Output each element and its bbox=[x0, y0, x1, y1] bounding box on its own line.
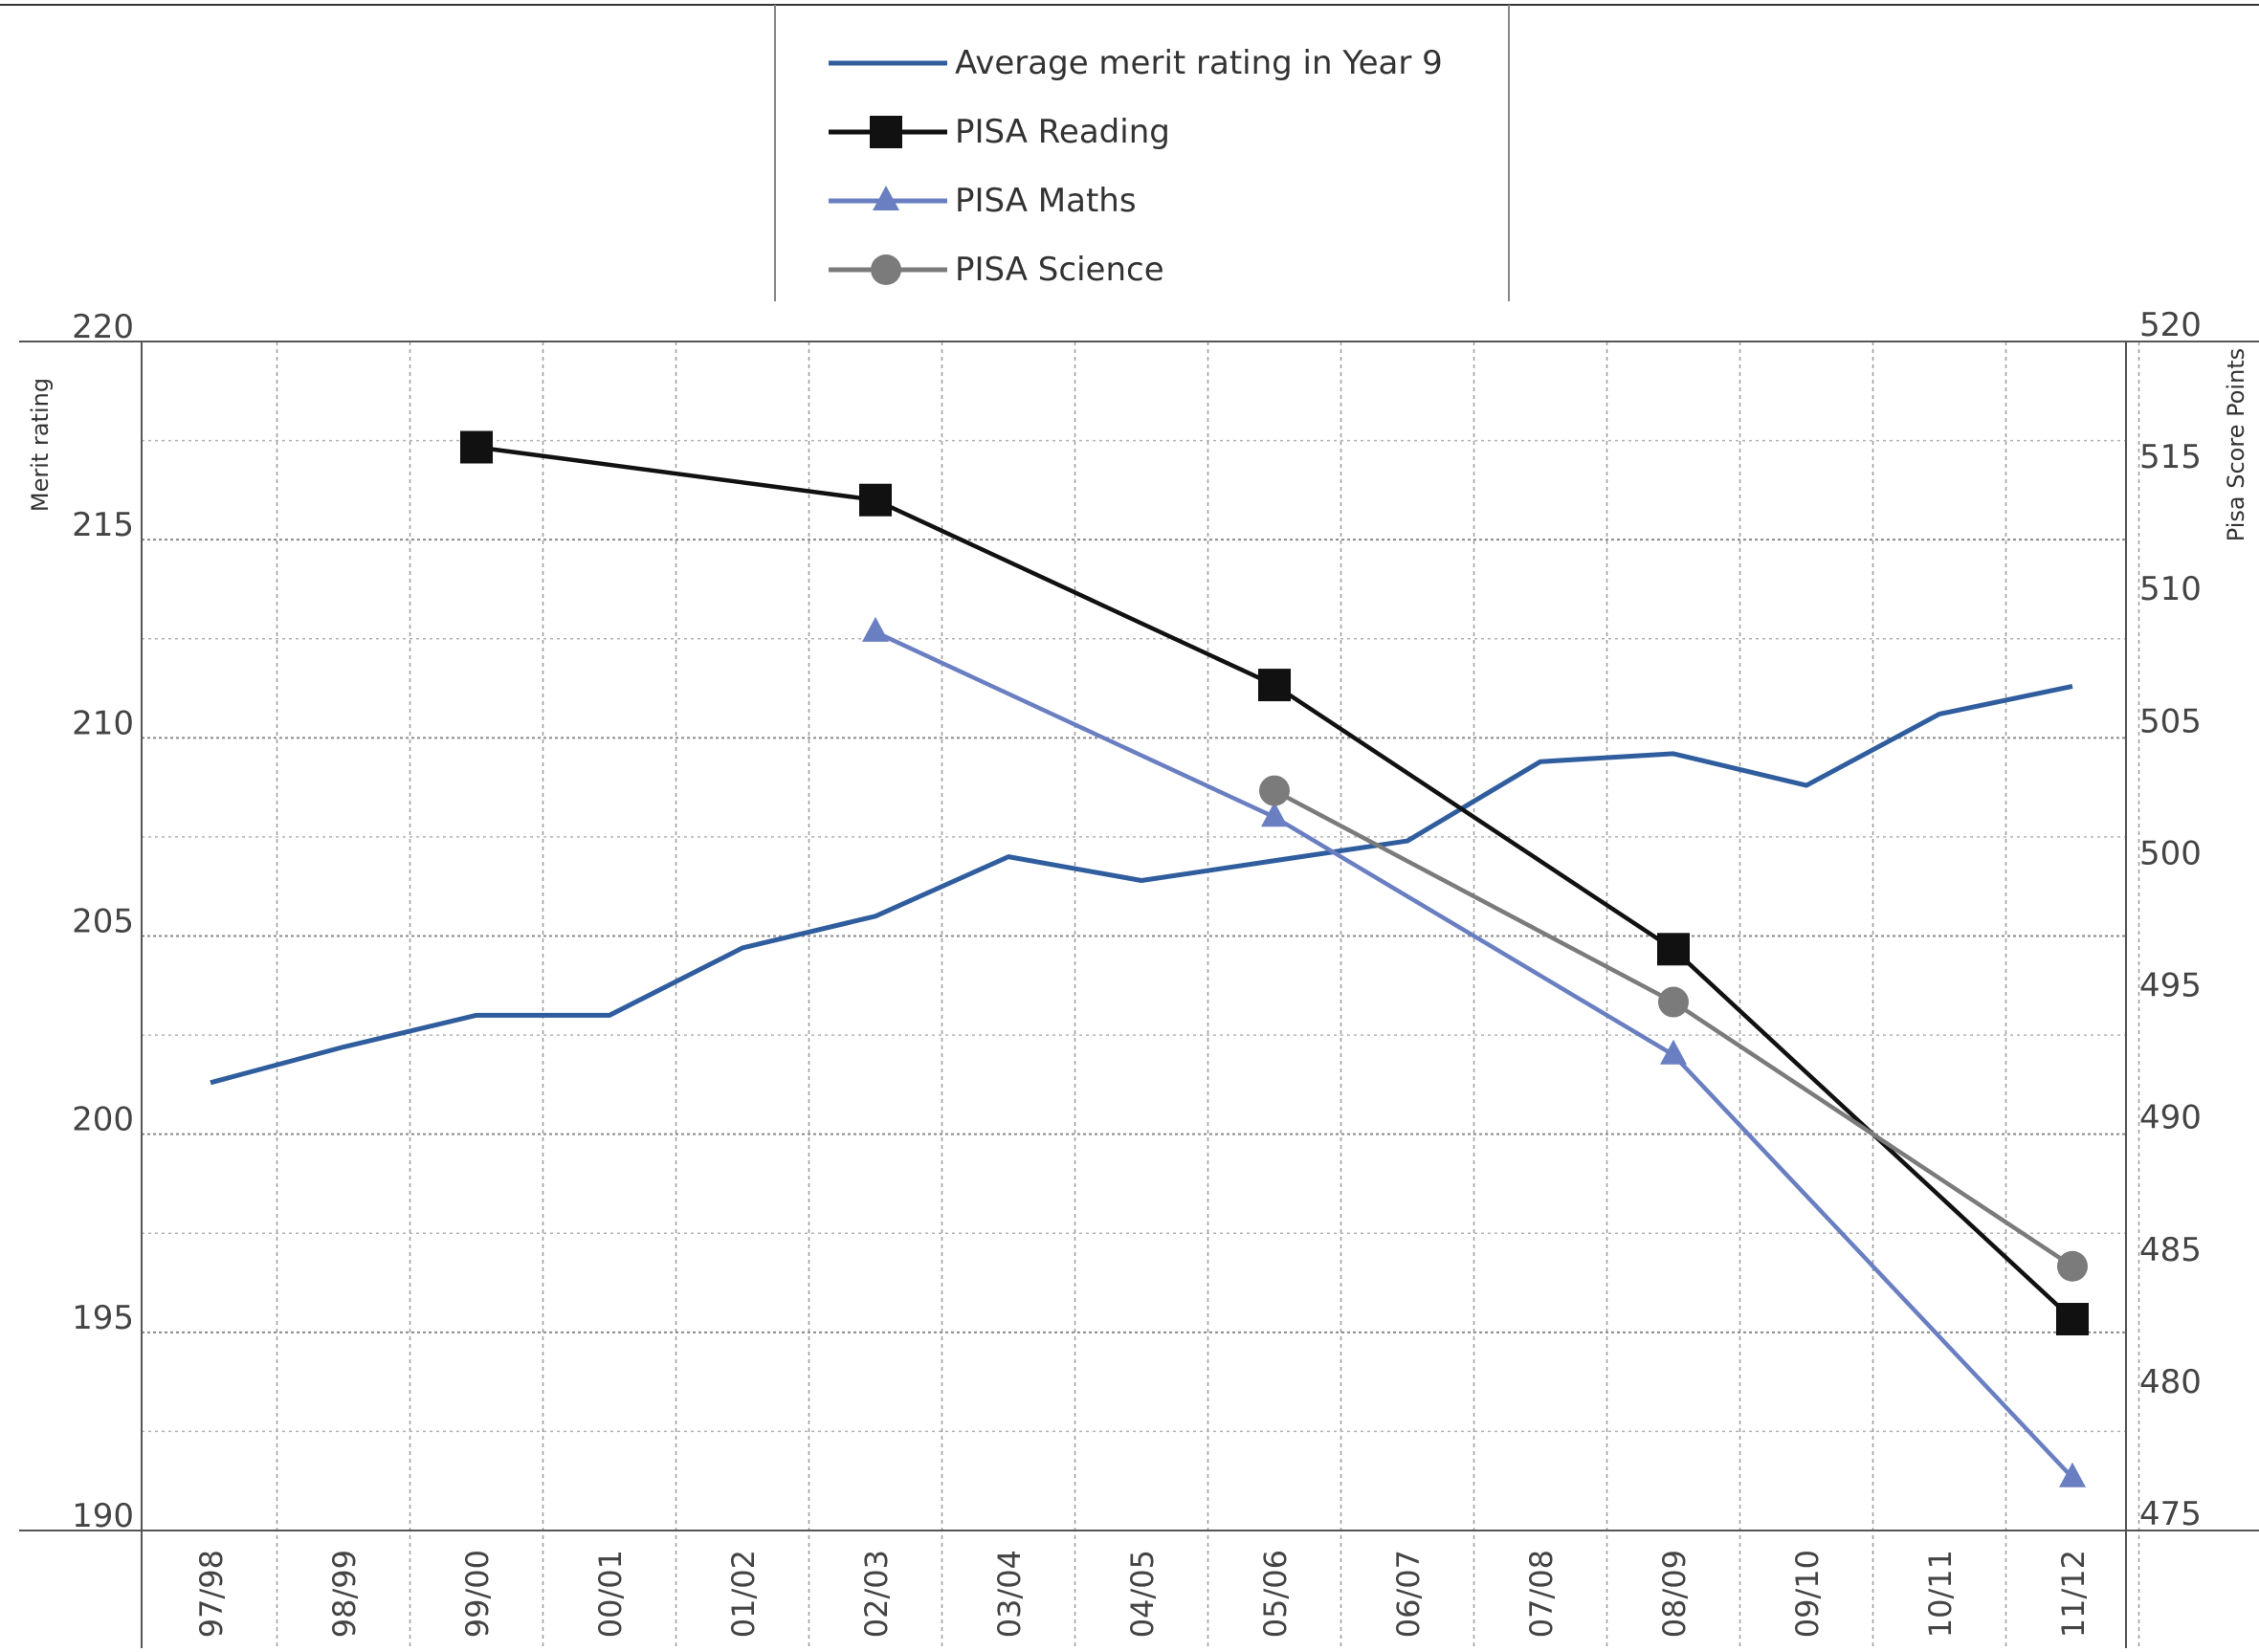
legend-item: Average merit rating in Year 9 bbox=[829, 44, 1443, 82]
data-point-square bbox=[1258, 669, 1291, 702]
x-tick-label: 97/98 bbox=[193, 1550, 230, 1638]
x-tick-label: 01/02 bbox=[725, 1550, 762, 1638]
x-tick-label: 99/00 bbox=[459, 1550, 496, 1638]
y2-tick-label: 485 bbox=[2139, 1231, 2202, 1269]
x-tick-label: 02/03 bbox=[858, 1550, 895, 1638]
y2-tick-label: 505 bbox=[2139, 702, 2202, 740]
x-tick-label: 00/01 bbox=[592, 1550, 629, 1638]
series-line bbox=[1273, 788, 2074, 1268]
series-average-merit-rating-in-year-9 bbox=[210, 684, 2073, 1086]
series-line bbox=[476, 445, 2074, 1321]
y2-tick-label: 475 bbox=[2139, 1495, 2202, 1533]
y2-tick-label: 500 bbox=[2139, 834, 2202, 872]
y-tick-label: 210 bbox=[72, 704, 134, 742]
legend-marker-square bbox=[870, 116, 902, 148]
legend-marker-triangle bbox=[873, 186, 899, 210]
x-tick-label: 05/06 bbox=[1257, 1550, 1294, 1638]
data-point-triangle bbox=[862, 616, 889, 642]
series-pisa-science bbox=[1259, 775, 2088, 1282]
y-tick-label: 190 bbox=[72, 1497, 134, 1535]
x-tick-label: 09/10 bbox=[1789, 1550, 1826, 1638]
legend-item: PISA Science bbox=[829, 251, 1164, 289]
legend-item: PISA Reading bbox=[829, 113, 1170, 151]
legend-label: PISA Reading bbox=[955, 113, 1170, 151]
y2-tick-label: 510 bbox=[2139, 570, 2202, 608]
data-point-square bbox=[1657, 933, 1690, 966]
axes: 190 195 200 205 210 215 220 475 480 485 490 495 500 5… bbox=[0, 4, 2259, 1648]
y2-tick-label: 490 bbox=[2139, 1099, 2202, 1137]
y-tick-label: 220 bbox=[72, 308, 134, 346]
x-tick-label: 10/11 bbox=[1922, 1550, 1959, 1638]
legend: Average merit rating in Year 9 PISA Readi… bbox=[774, 5, 1510, 301]
data-point-triangle bbox=[2059, 1462, 2086, 1487]
y-tick-label: 200 bbox=[72, 1101, 134, 1139]
x-tick-label: 08/09 bbox=[1656, 1550, 1693, 1638]
data-point-triangle bbox=[1261, 802, 1288, 827]
x-tick-label: 07/08 bbox=[1523, 1550, 1560, 1638]
legend-item: PISA Maths bbox=[829, 182, 1137, 220]
y-tick-label: 215 bbox=[72, 506, 134, 544]
x-tick-label: 11/12 bbox=[2055, 1550, 2092, 1638]
series-pisa-maths bbox=[862, 616, 2086, 1487]
y2-axis-label: Pisa Score Points bbox=[2223, 348, 2249, 541]
y-tick-label: 205 bbox=[72, 903, 134, 941]
data-point-square bbox=[859, 483, 892, 517]
y2-tick-label: 480 bbox=[2139, 1363, 2202, 1401]
x-tick-label: 06/07 bbox=[1390, 1550, 1427, 1638]
data-point-square bbox=[460, 430, 493, 464]
legend-label: PISA Maths bbox=[955, 182, 1137, 220]
grid-lines bbox=[142, 341, 2140, 1648]
y2-tick-label: 515 bbox=[2139, 438, 2202, 476]
data-point-circle bbox=[1259, 775, 1290, 806]
series bbox=[210, 430, 2089, 1487]
series-line bbox=[210, 684, 2073, 1086]
series-line bbox=[875, 629, 2074, 1480]
data-point-circle bbox=[2057, 1250, 2088, 1282]
data-point-circle bbox=[1658, 986, 1689, 1018]
y-axis-label: Merit rating bbox=[27, 378, 54, 512]
x-tick-label: 03/04 bbox=[991, 1550, 1028, 1638]
data-point-triangle bbox=[1660, 1039, 1687, 1065]
y2-tick-label: 495 bbox=[2139, 967, 2202, 1005]
legend-label: Average merit rating in Year 9 bbox=[955, 44, 1443, 82]
x-tick-label: 04/05 bbox=[1124, 1550, 1161, 1638]
data-point-square bbox=[2056, 1303, 2089, 1336]
y2-tick-label: 520 bbox=[2139, 306, 2202, 344]
y-tick-label: 195 bbox=[72, 1299, 134, 1337]
series-pisa-reading bbox=[460, 430, 2089, 1336]
legend-marker-circle bbox=[871, 254, 901, 285]
legend-label: PISA Science bbox=[955, 251, 1164, 289]
x-tick-label: 98/99 bbox=[326, 1550, 363, 1638]
